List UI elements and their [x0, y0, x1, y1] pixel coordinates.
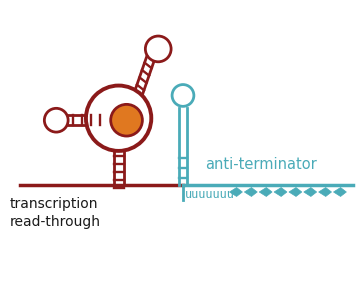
Polygon shape [244, 188, 257, 196]
Polygon shape [304, 188, 317, 196]
Polygon shape [319, 188, 332, 196]
Polygon shape [274, 188, 287, 196]
Text: uuuuuuu: uuuuuuu [185, 188, 235, 201]
Polygon shape [230, 188, 243, 196]
Polygon shape [333, 188, 346, 196]
Text: transcription
read-through: transcription read-through [10, 198, 101, 229]
Polygon shape [259, 188, 272, 196]
Text: anti-terminator: anti-terminator [205, 157, 316, 172]
Circle shape [111, 104, 142, 136]
Polygon shape [289, 188, 302, 196]
